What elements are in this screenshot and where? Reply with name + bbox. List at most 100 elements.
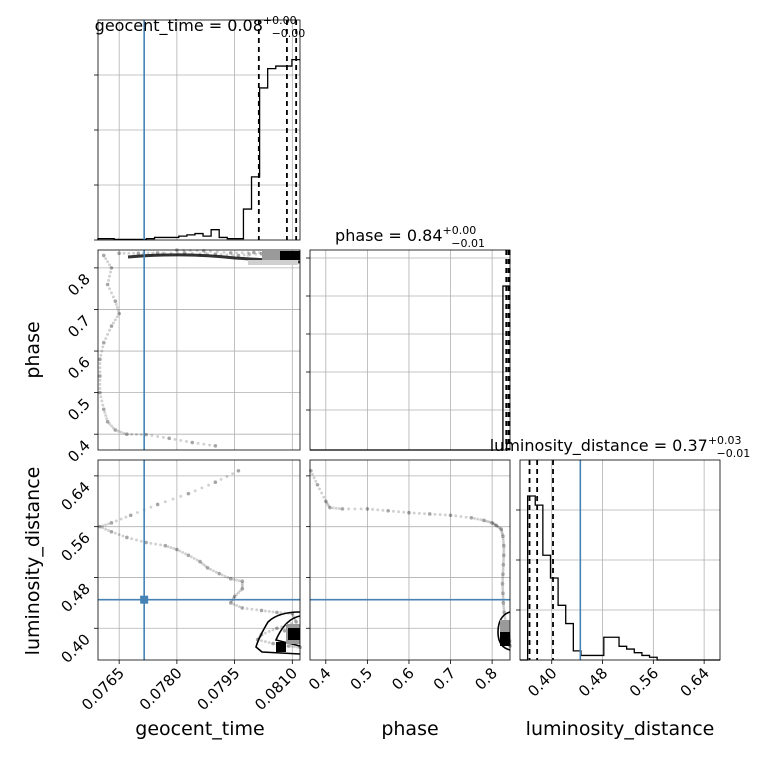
sample-point [314, 479, 318, 483]
density-blocks-ld-vs-phase [497, 611, 511, 651]
sample-point [225, 253, 229, 257]
sample-point [144, 432, 148, 437]
x-tick-label: 0.5 [347, 664, 377, 694]
sample-point [163, 543, 168, 548]
sample-point [107, 278, 111, 282]
y-tick-label: 0.7 [64, 312, 94, 342]
sample-point [279, 611, 283, 615]
sample-point [119, 517, 123, 521]
spine-phase-hist [309, 249, 511, 451]
sample-point [117, 311, 121, 316]
panel-phase-hist: phase = 0.84+0.00 −0.01 [306, 224, 511, 451]
sample-point [116, 309, 120, 312]
sample-point [98, 362, 102, 365]
sample-point [327, 504, 331, 508]
sample-point [501, 579, 505, 583]
sample-point [166, 545, 170, 549]
sample-point [111, 295, 115, 299]
sample-point [99, 353, 103, 357]
sample-point [150, 434, 154, 437]
sample-point [236, 591, 240, 595]
sample-point [235, 251, 238, 255]
sample-point [254, 252, 258, 256]
sample-point [113, 428, 118, 432]
sample-point [225, 475, 229, 478]
sample-point [179, 494, 183, 498]
sample-point [114, 519, 118, 523]
sample-point [459, 515, 463, 518]
sample-point [130, 432, 134, 436]
sample-point [291, 614, 295, 618]
title-geocent-time-plus: +0.00 [263, 14, 297, 27]
x-ticks-luminosity-distance: 0.40 0.48 0.56 0.64 [524, 660, 713, 700]
sample-point [502, 549, 506, 552]
title-ld-plus: +0.03 [708, 434, 742, 447]
sample-point [267, 629, 271, 633]
sample-point [125, 432, 129, 436]
sample-point [501, 534, 505, 538]
sample-point [104, 337, 108, 341]
sample-point [105, 419, 110, 424]
sample-point [215, 250, 219, 254]
x-axis-label-phase: phase [381, 718, 438, 740]
sample-point [271, 641, 275, 646]
sample-point [190, 440, 195, 445]
sample-point [98, 366, 102, 370]
sample-point [101, 526, 105, 530]
x-axis-label-geocent-time: geocent_time [135, 718, 264, 740]
y-ticks-ld-vs-phase [306, 475, 310, 629]
truth-marker [140, 595, 149, 604]
title-phase-label: phase = 0.84 [335, 226, 442, 245]
sample-point [101, 524, 105, 528]
sample-point [172, 547, 176, 551]
sample-point [237, 605, 241, 609]
title-geocent-time-label: geocent_time = 0.08 [95, 16, 263, 36]
sample-point [496, 524, 499, 528]
sample-point [109, 266, 114, 270]
sample-point [110, 424, 113, 428]
spine-phase-vs-geocent-time [97, 249, 301, 451]
sample-point [98, 378, 102, 382]
sample-point [501, 533, 504, 536]
sample-point [309, 468, 313, 473]
sample-point [192, 556, 196, 560]
sample-point [501, 565, 505, 569]
quantile-lines-geocent-time [257, 20, 298, 240]
sample-point [326, 503, 330, 506]
sample-point [250, 607, 254, 611]
sample-point [236, 468, 241, 473]
sample-point [412, 511, 416, 515]
sample-point [235, 603, 238, 607]
sample-point [105, 417, 109, 421]
density-block [500, 632, 510, 646]
sample-point [226, 576, 230, 579]
sample-point [117, 251, 121, 256]
sample-point [103, 410, 107, 414]
sample-point [240, 581, 244, 585]
sample-point [245, 607, 249, 611]
sample-point [100, 349, 104, 353]
sample-point [163, 500, 167, 504]
sample-point [99, 395, 103, 399]
sample-point [282, 628, 287, 633]
x-ticks-phase: 0.4 0.5 0.6 0.7 0.8 [305, 660, 501, 694]
sample-point [488, 520, 492, 524]
sample-point [220, 573, 224, 577]
title-geocent-time: geocent_time = 0.08+0.00 −0.00 [95, 14, 306, 40]
quantile-lines-luminosity-distance [528, 460, 554, 660]
sample-point [315, 482, 320, 487]
sample-point [107, 522, 111, 526]
sample-point [469, 515, 474, 520]
y-ticks-ld-hist [516, 509, 520, 611]
sample-point [219, 477, 223, 481]
sample-point [117, 533, 121, 537]
sample-point [263, 631, 267, 635]
sample-point [486, 520, 490, 524]
sample-point [228, 601, 233, 605]
histogram-phase [310, 285, 510, 451]
histogram-luminosity-distance [520, 495, 720, 661]
sample-point [238, 589, 242, 593]
sample-point [228, 576, 233, 581]
sample-point [236, 253, 241, 258]
sample-point [292, 645, 296, 649]
